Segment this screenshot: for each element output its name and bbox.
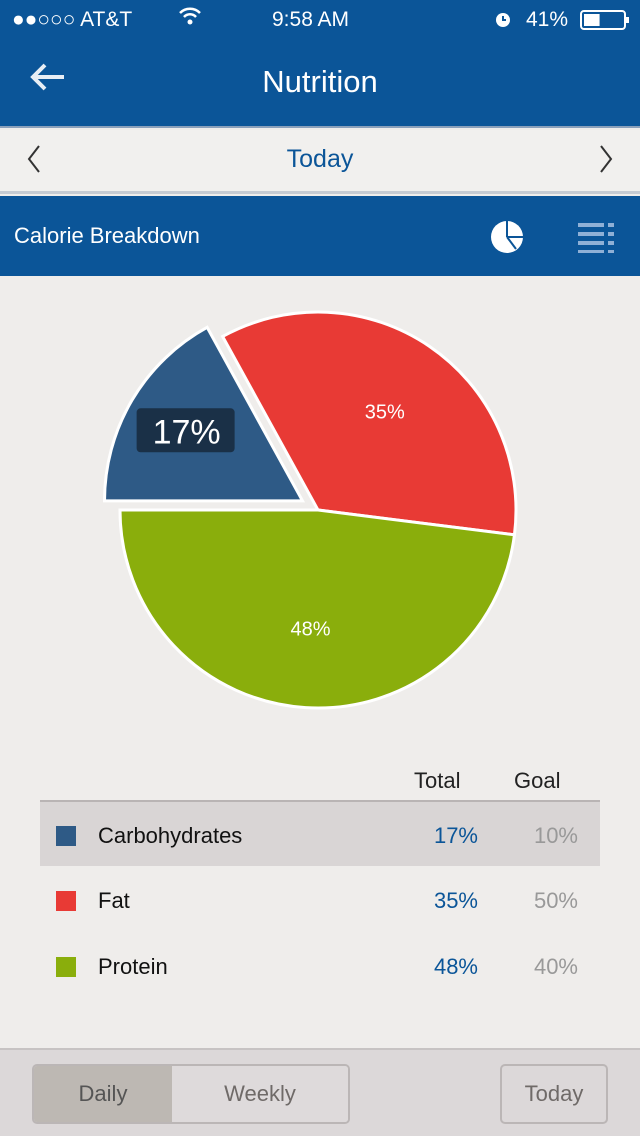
status-bar: ●●○○○ AT&T 9:58 AM 41% <box>0 0 640 40</box>
clock: 9:58 AM <box>272 8 350 31</box>
fat-swatch <box>56 891 76 911</box>
footer-toolbar: Daily Weekly Today <box>0 1048 640 1136</box>
battery-icon <box>580 9 630 37</box>
table-row-fat[interactable]: Fat 35% 50% <box>40 867 600 933</box>
goal-header: Goal <box>514 768 561 793</box>
today-button[interactable]: Today <box>500 1064 608 1124</box>
period-segmented-control: Daily Weekly <box>32 1064 350 1124</box>
pie-slice-protein[interactable] <box>118 508 517 710</box>
alarm-icon <box>493 9 513 35</box>
date-selector: Today <box>0 130 640 194</box>
next-day-button[interactable] <box>596 142 616 184</box>
daily-tab[interactable]: Daily <box>34 1066 172 1122</box>
highlight-label-background <box>136 408 235 453</box>
weekly-tab[interactable]: Weekly <box>172 1066 348 1122</box>
pie-chart-icon <box>491 221 523 253</box>
carbohydrates-swatch <box>56 826 76 846</box>
pie-label-protein: 48% <box>291 619 331 641</box>
pie-label-carbohydrates: 17% <box>153 413 221 451</box>
chevron-left-icon <box>27 145 40 173</box>
chevron-right-icon <box>600 145 613 173</box>
row-total: 35% <box>433 888 478 913</box>
wifi-icon <box>178 6 202 32</box>
protein-swatch <box>56 957 76 977</box>
calorie-pie-chart: 17% 35% 48% <box>103 310 518 710</box>
row-name: Carbohydrates <box>98 823 243 848</box>
list-view-button[interactable] <box>578 220 616 259</box>
pie-label-fat: 35% <box>365 402 405 424</box>
row-goal: 40% <box>533 954 578 979</box>
table-row-carbohydrates[interactable]: Carbohydrates 17% 10% <box>40 800 600 866</box>
table-row-protein[interactable]: Protein 48% 40% <box>40 933 600 999</box>
previous-day-button[interactable] <box>24 142 44 184</box>
row-total: 17% <box>433 823 478 848</box>
carrier: ●●○○○ AT&T <box>12 8 133 31</box>
row-goal: 50% <box>533 888 578 913</box>
section-title: Calorie Breakdown <box>14 223 200 248</box>
row-name: Protein <box>98 954 168 979</box>
row-name: Fat <box>98 888 130 913</box>
list-icon <box>578 223 614 253</box>
arrow-left-icon <box>30 63 64 91</box>
page-title: Nutrition <box>262 64 378 99</box>
date-label: Today <box>286 145 354 173</box>
row-total: 48% <box>433 954 478 979</box>
pie-slice-fat[interactable] <box>220 310 518 537</box>
section-header: Calorie Breakdown <box>0 196 640 276</box>
pie-chart-view-button[interactable] <box>490 220 526 259</box>
row-goal: 10% <box>533 823 578 848</box>
battery-percent: 41% <box>526 8 569 31</box>
total-header: Total <box>414 768 461 793</box>
nav-bar: Nutrition <box>0 40 640 128</box>
back-button[interactable] <box>30 62 66 101</box>
